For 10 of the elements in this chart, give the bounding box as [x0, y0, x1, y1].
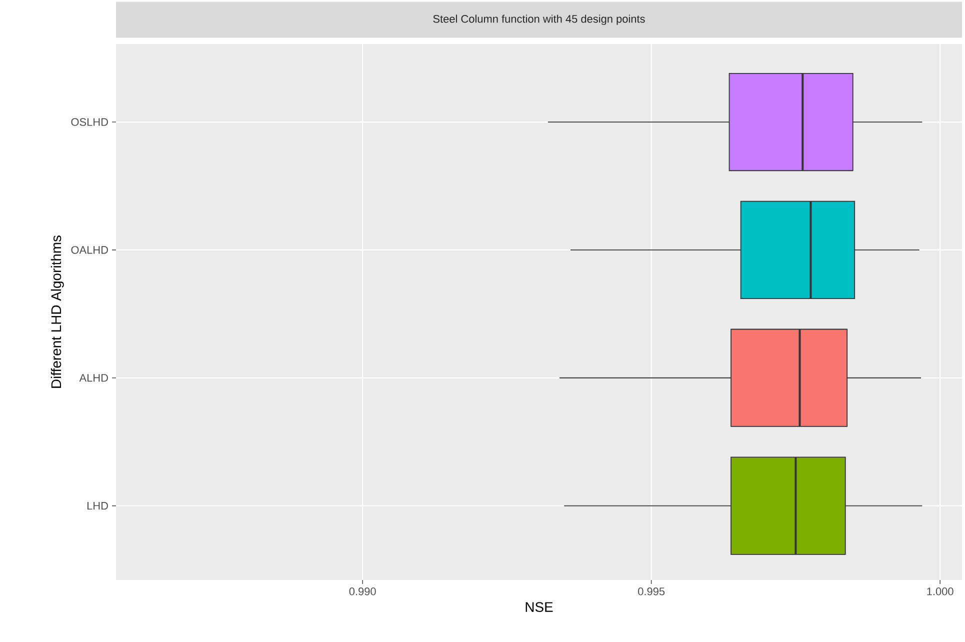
- y-tick-label: OSLHD: [71, 118, 108, 126]
- y-tick-label: ALHD: [79, 374, 108, 382]
- x-axis-title: NSE: [526, 602, 553, 612]
- y-tick-label: LHD: [87, 502, 108, 510]
- x-tick-label: 0.995: [638, 588, 665, 596]
- y-axis-title: Different LHD Algorithms: [50, 236, 64, 388]
- x-tick-label: 0.990: [349, 588, 376, 596]
- x-tick-label: 1.000: [927, 588, 954, 596]
- y-tick-label: OALHD: [71, 246, 108, 254]
- chart-title: Steel Column function with 45 design points: [433, 14, 645, 25]
